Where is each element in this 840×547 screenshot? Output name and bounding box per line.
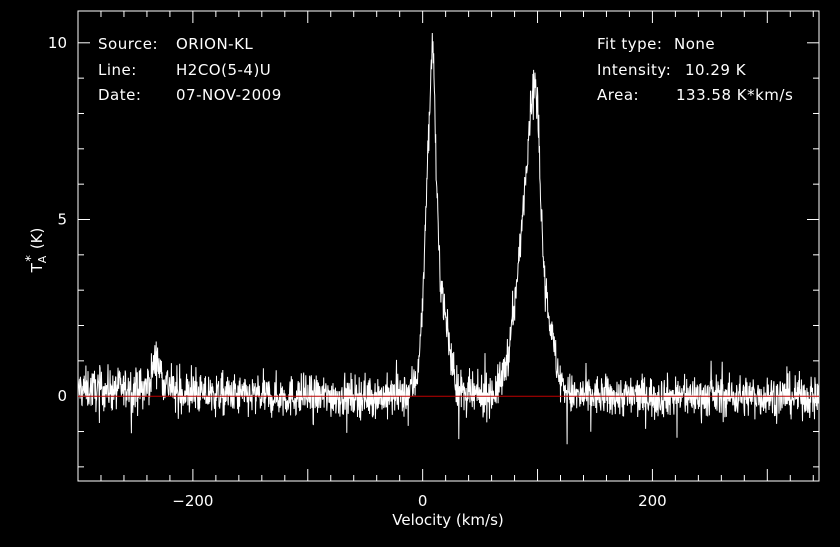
intensity-key: Intensity: bbox=[597, 61, 672, 79]
x-tick-label: −200 bbox=[172, 492, 213, 510]
spectrum-trace bbox=[77, 32, 820, 445]
y-label-main: T bbox=[28, 262, 46, 273]
y-tick-label: 10 bbox=[48, 34, 67, 52]
y-tick-label: 5 bbox=[57, 210, 67, 228]
y-label-unit: (K) bbox=[28, 228, 46, 250]
line-value: H2CO(5-4)U bbox=[176, 61, 272, 79]
svg-text:TA*(K): TA* (K) bbox=[24, 228, 49, 274]
fit-type-value: None bbox=[674, 35, 716, 53]
y-axis-label: TA* (K) bbox=[24, 228, 49, 274]
fit-type-key: Fit type: bbox=[597, 35, 663, 53]
date-value: 07-NOV-2009 bbox=[176, 86, 282, 104]
area-value: 133.58 K*km/s bbox=[676, 86, 794, 104]
source-value: ORION-KL bbox=[176, 35, 254, 53]
y-label-sub: A bbox=[36, 255, 49, 263]
y-label-sup: * bbox=[24, 255, 39, 262]
intensity-value: 10.29 K bbox=[685, 61, 747, 79]
area-key: Area: bbox=[597, 86, 640, 104]
line-key: Line: bbox=[98, 61, 137, 79]
y-tick-label: 0 bbox=[57, 387, 67, 405]
x-tick-label: 0 bbox=[418, 492, 428, 510]
plot-frame bbox=[77, 10, 820, 482]
source-key: Source: bbox=[98, 35, 159, 53]
x-tick-label: 200 bbox=[638, 492, 667, 510]
x-axis-label: Velocity (km/s) bbox=[392, 511, 503, 529]
date-key: Date: bbox=[98, 86, 142, 104]
